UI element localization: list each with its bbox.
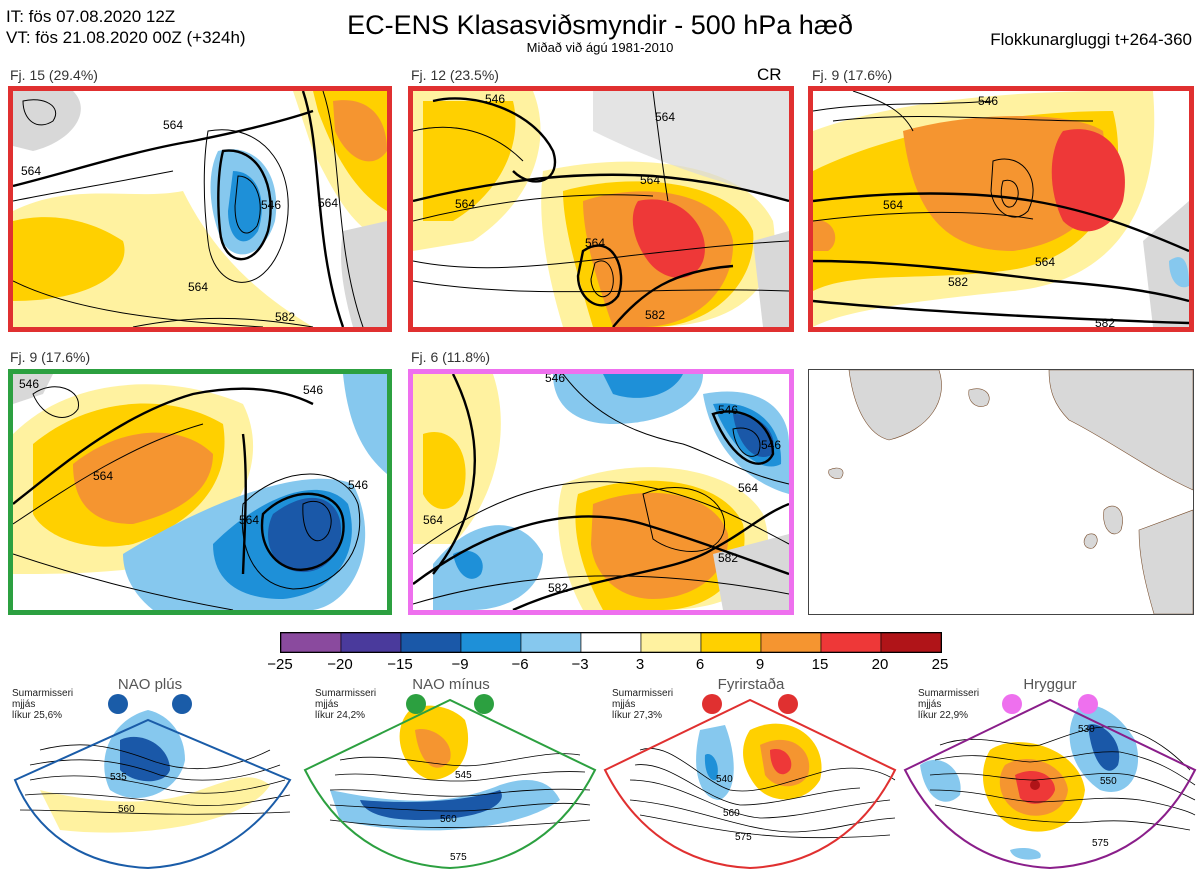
regime-3-text: Sumarmisseri mjjás líkur 27,3% — [612, 688, 674, 721]
colorbar-swatch — [820, 632, 882, 653]
colorbar-swatch — [880, 632, 942, 653]
regime-2-title: NAO mínus — [412, 676, 490, 693]
cluster-map-5: 546 564 546 546 564 582 582 — [408, 369, 794, 615]
base-map — [808, 369, 1194, 615]
p1-contour-label-5: 564 — [188, 280, 208, 294]
regime-2-text: Sumarmisseri mjjás líkur 24,2% — [315, 688, 377, 721]
classification-window: Flokkunargluggi t+264-360 — [990, 30, 1192, 49]
svg-text:560: 560 — [723, 808, 740, 819]
colorbar-swatch — [640, 632, 702, 653]
p2-contour-label-3: 564 — [455, 197, 475, 211]
colorbar-tick: −20 — [327, 656, 353, 673]
svg-text:535: 535 — [110, 772, 127, 783]
colorbar-swatch — [580, 632, 642, 653]
p4-contour-label-1: 546 — [19, 377, 39, 391]
p5-contour-label-5: 564 — [738, 481, 758, 495]
regime-4-title: Hryggur — [1023, 676, 1077, 693]
colorbar-tick: −15 — [387, 656, 413, 673]
p5-contour-label-3: 546 — [718, 403, 738, 417]
panel-3-label: Fj. 9 (17.6%) — [812, 67, 893, 83]
colorbar-tick: 25 — [931, 656, 949, 673]
cluster-map-1: 564 564 546 564 564 582 — [8, 86, 392, 332]
p1-contour-label-1: 564 — [21, 164, 41, 178]
p4-contour-label-5: 546 — [348, 478, 368, 492]
panel-1-label: Fj. 15 (29.4%) — [10, 67, 98, 83]
panel-4-label: Fj. 9 (17.6%) — [10, 349, 91, 365]
svg-text:560: 560 — [118, 804, 135, 815]
p1-contour-label-6: 582 — [275, 310, 295, 324]
anomaly-colorbar — [280, 632, 942, 653]
regime-3-map: 540 560 575 — [603, 694, 897, 870]
regime-1-text: Sumarmisseri mjjás líkur 25,6% — [12, 688, 74, 721]
p1-contour-label-3: 546 — [261, 198, 281, 212]
svg-text:575: 575 — [735, 832, 752, 843]
p4-contour-label-3: 546 — [303, 383, 323, 397]
p2-contour-label-5: 582 — [645, 308, 665, 322]
p5-contour-label-2: 564 — [423, 513, 443, 527]
regime-4-map: 530 550 575 — [903, 694, 1197, 870]
colorbar-tick: −25 — [267, 656, 293, 673]
panel-2-label: Fj. 12 (23.5%) — [411, 67, 499, 83]
header-info: IT: fös 07.08.2020 12Z VT: fös 21.08.202… — [6, 6, 246, 48]
p3-contour-label-5: 582 — [1095, 316, 1115, 327]
regime-fan-maps: 535 560 545 560 575 — [13, 694, 1197, 870]
svg-text:545: 545 — [455, 770, 472, 781]
page-subtitle: Miðað við ágú 1981-2010 — [526, 40, 674, 55]
colorbar-tick: 6 — [695, 656, 705, 673]
svg-text:550: 550 — [1100, 776, 1117, 787]
colorbar-tick: 9 — [755, 656, 765, 673]
p5-contour-label-4: 546 — [761, 438, 781, 452]
svg-text:530: 530 — [1078, 724, 1095, 735]
p1-contour-label-2: 564 — [163, 118, 183, 132]
svg-text:540: 540 — [716, 774, 733, 785]
p2-contour-label-4: 564 — [640, 173, 660, 187]
page-title: EC-ENS Klasasviðsmyndir - 500 hPa hæð — [347, 10, 853, 40]
regime-2-map: 545 560 575 — [303, 694, 597, 870]
p3-contour-label-1: 546 — [978, 94, 998, 108]
colorbar-swatch — [460, 632, 522, 653]
p5-contour-label-1: 546 — [545, 374, 565, 385]
colorbar-tick: −9 — [451, 656, 469, 673]
cluster-map-3: 546 564 564 582 582 — [808, 86, 1194, 332]
p2-contour-label-2: 564 — [655, 110, 675, 124]
control-run-tag: CR — [757, 65, 782, 84]
regime-1-map: 535 560 — [13, 694, 292, 870]
p5-contour-label-7: 582 — [548, 581, 568, 595]
colorbar-swatch — [700, 632, 762, 653]
regime-1-title: NAO plús — [117, 676, 183, 693]
p3-contour-label-4: 582 — [948, 275, 968, 289]
colorbar-swatch — [340, 632, 402, 653]
colorbar-tick: −6 — [511, 656, 529, 673]
svg-text:575: 575 — [1092, 838, 1109, 849]
colorbar-tick: −3 — [571, 656, 589, 673]
p3-contour-label-2: 564 — [883, 198, 903, 212]
svg-text:575: 575 — [450, 852, 467, 863]
p3-contour-label-3: 564 — [1035, 255, 1055, 269]
p5-contour-label-6: 582 — [718, 551, 738, 565]
cluster-map-2: 546 564 564 564 582 564 — [408, 86, 794, 332]
p2-contour-label-1: 546 — [485, 92, 505, 106]
regime-4-text: Sumarmisseri mjjás líkur 22,9% — [918, 688, 980, 721]
panel-5-label: Fj. 6 (11.8%) — [411, 349, 491, 365]
regime-3-title: Fyrirstaða — [717, 676, 785, 693]
svg-text:560: 560 — [440, 814, 457, 825]
p2-contour-label-6: 564 — [585, 236, 605, 250]
p1-contour-label-4: 564 — [318, 196, 338, 210]
colorbar-swatch — [400, 632, 462, 653]
valid-time: VT: fös 21.08.2020 00Z (+324h) — [6, 28, 246, 47]
p4-contour-label-2: 564 — [93, 469, 113, 483]
colorbar-tick: 3 — [635, 656, 645, 673]
cluster-map-4: 546 564 546 564 546 — [8, 369, 392, 615]
colorbar-swatch — [280, 632, 342, 653]
init-time: IT: fös 07.08.2020 12Z — [6, 7, 176, 26]
colorbar-swatch — [520, 632, 582, 653]
colorbar-tick: 20 — [871, 656, 889, 673]
p4-contour-label-4: 564 — [239, 513, 259, 527]
colorbar-tick: 15 — [811, 656, 829, 673]
colorbar-swatch — [760, 632, 822, 653]
